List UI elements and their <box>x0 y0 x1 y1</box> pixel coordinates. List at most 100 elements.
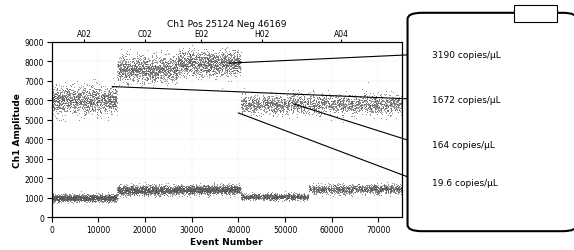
Point <box>142 189 152 193</box>
Point <box>332 115 342 119</box>
Point <box>230 63 239 67</box>
Point <box>361 97 370 101</box>
Point <box>65 197 74 201</box>
Point <box>268 196 277 200</box>
Point <box>192 189 201 193</box>
Point <box>313 98 323 102</box>
Point <box>270 195 280 199</box>
Point <box>239 195 248 199</box>
Point <box>55 197 64 201</box>
Point <box>188 63 197 67</box>
Point <box>150 68 159 72</box>
Point <box>92 112 102 116</box>
Point <box>191 60 200 64</box>
Point <box>279 194 288 198</box>
Point <box>362 105 371 109</box>
Point <box>91 94 100 98</box>
Point <box>149 68 158 71</box>
Point <box>105 98 114 102</box>
Point <box>235 187 244 191</box>
Point <box>131 190 141 194</box>
Point <box>51 197 60 201</box>
Point <box>73 88 82 92</box>
Point <box>127 64 136 68</box>
Point <box>240 99 249 103</box>
Point <box>111 95 121 99</box>
Point <box>57 196 66 200</box>
Point <box>173 60 182 64</box>
Point <box>238 198 247 202</box>
Point <box>203 188 212 192</box>
Point <box>236 62 245 66</box>
Point <box>357 188 366 192</box>
Point <box>321 190 330 194</box>
Point <box>355 191 364 195</box>
Point <box>113 110 122 114</box>
Point <box>119 190 129 194</box>
Point <box>61 120 70 124</box>
Point <box>212 60 222 64</box>
Point <box>115 68 124 72</box>
Point <box>327 103 336 107</box>
Point <box>183 58 192 62</box>
Point <box>243 106 253 110</box>
Point <box>73 197 82 201</box>
Point <box>246 196 255 200</box>
Point <box>71 198 80 202</box>
Point <box>369 99 378 103</box>
Point <box>363 109 372 113</box>
Point <box>200 65 209 69</box>
Point <box>185 54 195 58</box>
Point <box>332 187 342 191</box>
Point <box>296 106 305 110</box>
Point <box>201 65 210 69</box>
Point <box>267 196 276 200</box>
Point <box>198 66 207 70</box>
Point <box>344 190 353 194</box>
Point <box>127 190 137 194</box>
Point <box>295 194 304 198</box>
Point <box>94 195 103 199</box>
Point <box>123 67 132 71</box>
Point <box>176 184 185 188</box>
Point <box>281 105 290 109</box>
Point <box>152 188 161 192</box>
Point <box>203 189 212 193</box>
Point <box>183 60 192 64</box>
Point <box>219 65 228 69</box>
Point <box>338 107 347 111</box>
Point <box>218 186 227 190</box>
Point <box>316 188 325 192</box>
Point <box>106 100 115 103</box>
Point <box>338 106 347 110</box>
Point <box>218 61 227 65</box>
Point <box>171 72 180 76</box>
Point <box>194 53 203 57</box>
Point <box>347 108 356 112</box>
Point <box>190 188 199 192</box>
Point <box>271 195 280 199</box>
Point <box>224 50 234 54</box>
Point <box>211 189 220 193</box>
Point <box>260 103 269 107</box>
Point <box>254 194 263 198</box>
Point <box>52 194 61 198</box>
Point <box>57 196 66 200</box>
Point <box>111 95 121 99</box>
Point <box>218 55 227 59</box>
Point <box>122 185 131 189</box>
Point <box>313 104 322 108</box>
Point <box>197 62 206 66</box>
Point <box>59 195 68 199</box>
Point <box>160 66 169 70</box>
Point <box>169 189 179 193</box>
Point <box>75 196 84 200</box>
Point <box>49 94 58 98</box>
Point <box>257 194 266 198</box>
Point <box>220 190 230 194</box>
Point <box>366 108 375 112</box>
Point <box>219 189 228 193</box>
Point <box>393 187 402 191</box>
Point <box>386 102 395 105</box>
Point <box>76 100 85 104</box>
